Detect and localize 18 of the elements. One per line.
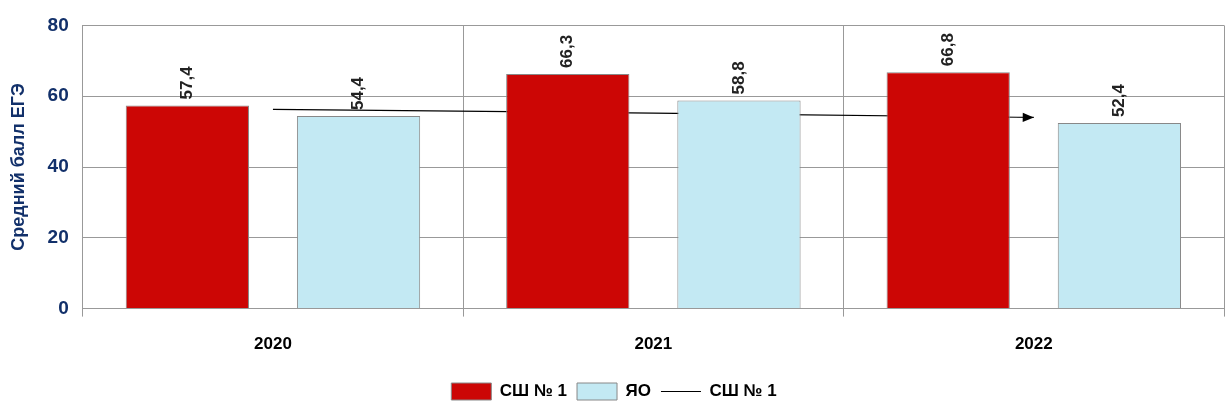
x-tick-label: 2021 [634,334,673,354]
data-label: 52,4 [1109,83,1129,118]
legend-label: ЯО [625,381,651,401]
y-tick-label: 40 [47,155,69,177]
data-label: 54,4 [348,76,368,111]
y-tick-label: 20 [47,226,69,248]
legend-label: СШ № 1 [499,381,568,401]
data-label: 58,8 [728,61,748,95]
x-tick-label: 2022 [1014,334,1053,354]
data-label: 66,8 [937,33,957,67]
y-axis-title: Средний балл ЕГЭ [7,83,28,251]
y-tick-label: 60 [47,84,69,106]
y-tick-label: 80 [47,13,69,35]
data-label: 57,4 [177,65,197,100]
y-tick-label: 0 [58,296,69,318]
data-label: 66,3 [557,34,577,68]
x-tick-label: 2020 [254,334,292,354]
legend-label: СШ № 1 [709,381,777,401]
